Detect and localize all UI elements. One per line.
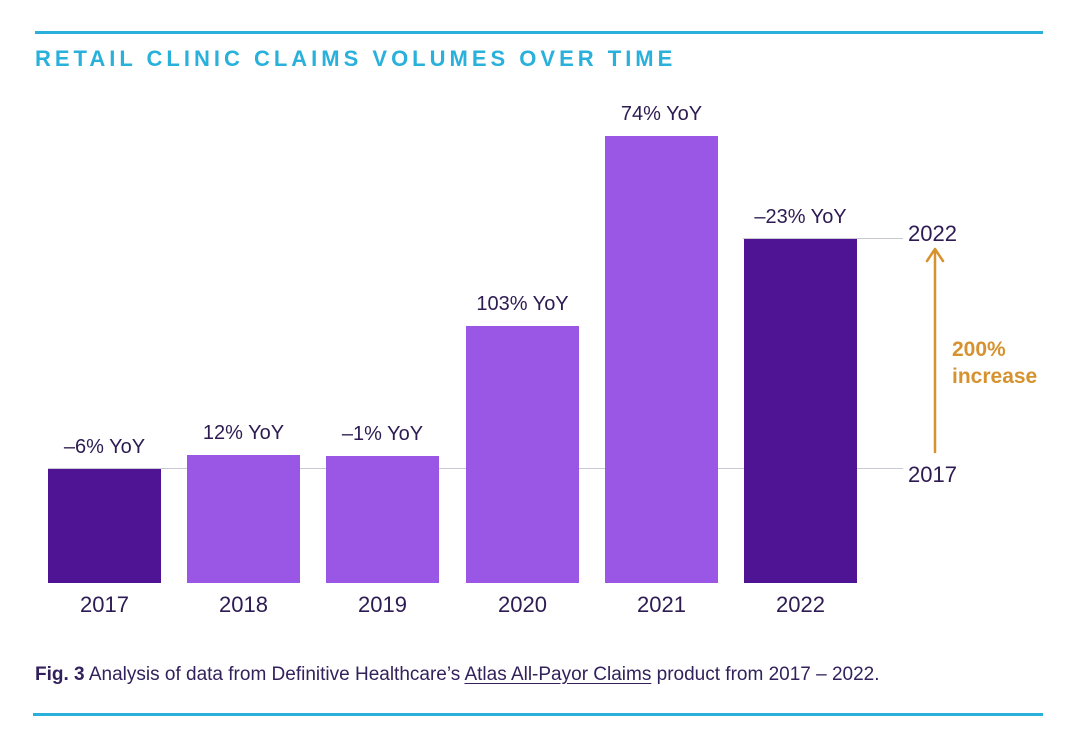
bar-value-label-2020: 103% YoY bbox=[476, 293, 569, 315]
caption-fig-label: Fig. 3 bbox=[35, 664, 85, 685]
x-axis-label-2022: 2022 bbox=[776, 592, 825, 617]
bar-value-label-2022: –23% YoY bbox=[754, 206, 847, 228]
bar-2017 bbox=[48, 469, 161, 583]
bar-value-label-2017: –6% YoY bbox=[63, 436, 146, 458]
up-arrow-icon bbox=[925, 247, 945, 454]
top-divider bbox=[35, 31, 1043, 34]
x-axis-label-2019: 2019 bbox=[358, 592, 407, 617]
bar-value-label-2018: 12% YoY bbox=[202, 422, 285, 444]
x-axis-label-2020: 2020 bbox=[498, 592, 547, 617]
x-axis-label-2018: 2018 bbox=[219, 592, 268, 617]
annotation-increase-label: 200% increase bbox=[952, 338, 1038, 388]
caption-text-after-link: product from 2017 – 2022. bbox=[651, 664, 880, 685]
caption-link-atlas-all-payor-claims[interactable]: Atlas All-Payor Claims bbox=[464, 664, 652, 685]
bar-2022 bbox=[744, 239, 857, 583]
annotation-top-year: 2022 bbox=[908, 221, 957, 246]
x-axis-label-2017: 2017 bbox=[80, 592, 129, 617]
annotation-bottom-year: 2017 bbox=[908, 462, 957, 487]
caption-text-before-link: Analysis of data from Definitive Healthc… bbox=[84, 664, 465, 685]
bar-value-label-2019: –1% YoY bbox=[341, 423, 424, 445]
chart-title: RETAIL CLINIC CLAIMS VOLUMES OVER TIME bbox=[35, 46, 677, 71]
bar-value-label-2021: 74% YoY bbox=[620, 103, 703, 125]
refline-2022-level bbox=[743, 238, 903, 239]
bottom-divider bbox=[33, 713, 1043, 716]
bar-2020 bbox=[466, 326, 579, 583]
bar-2021 bbox=[605, 136, 718, 583]
bar-2019 bbox=[326, 456, 439, 583]
figure-caption: Fig. 3 Analysis of data from Definitive … bbox=[35, 662, 1045, 688]
x-axis-label-2021: 2021 bbox=[637, 592, 686, 617]
bar-2018 bbox=[187, 455, 300, 583]
